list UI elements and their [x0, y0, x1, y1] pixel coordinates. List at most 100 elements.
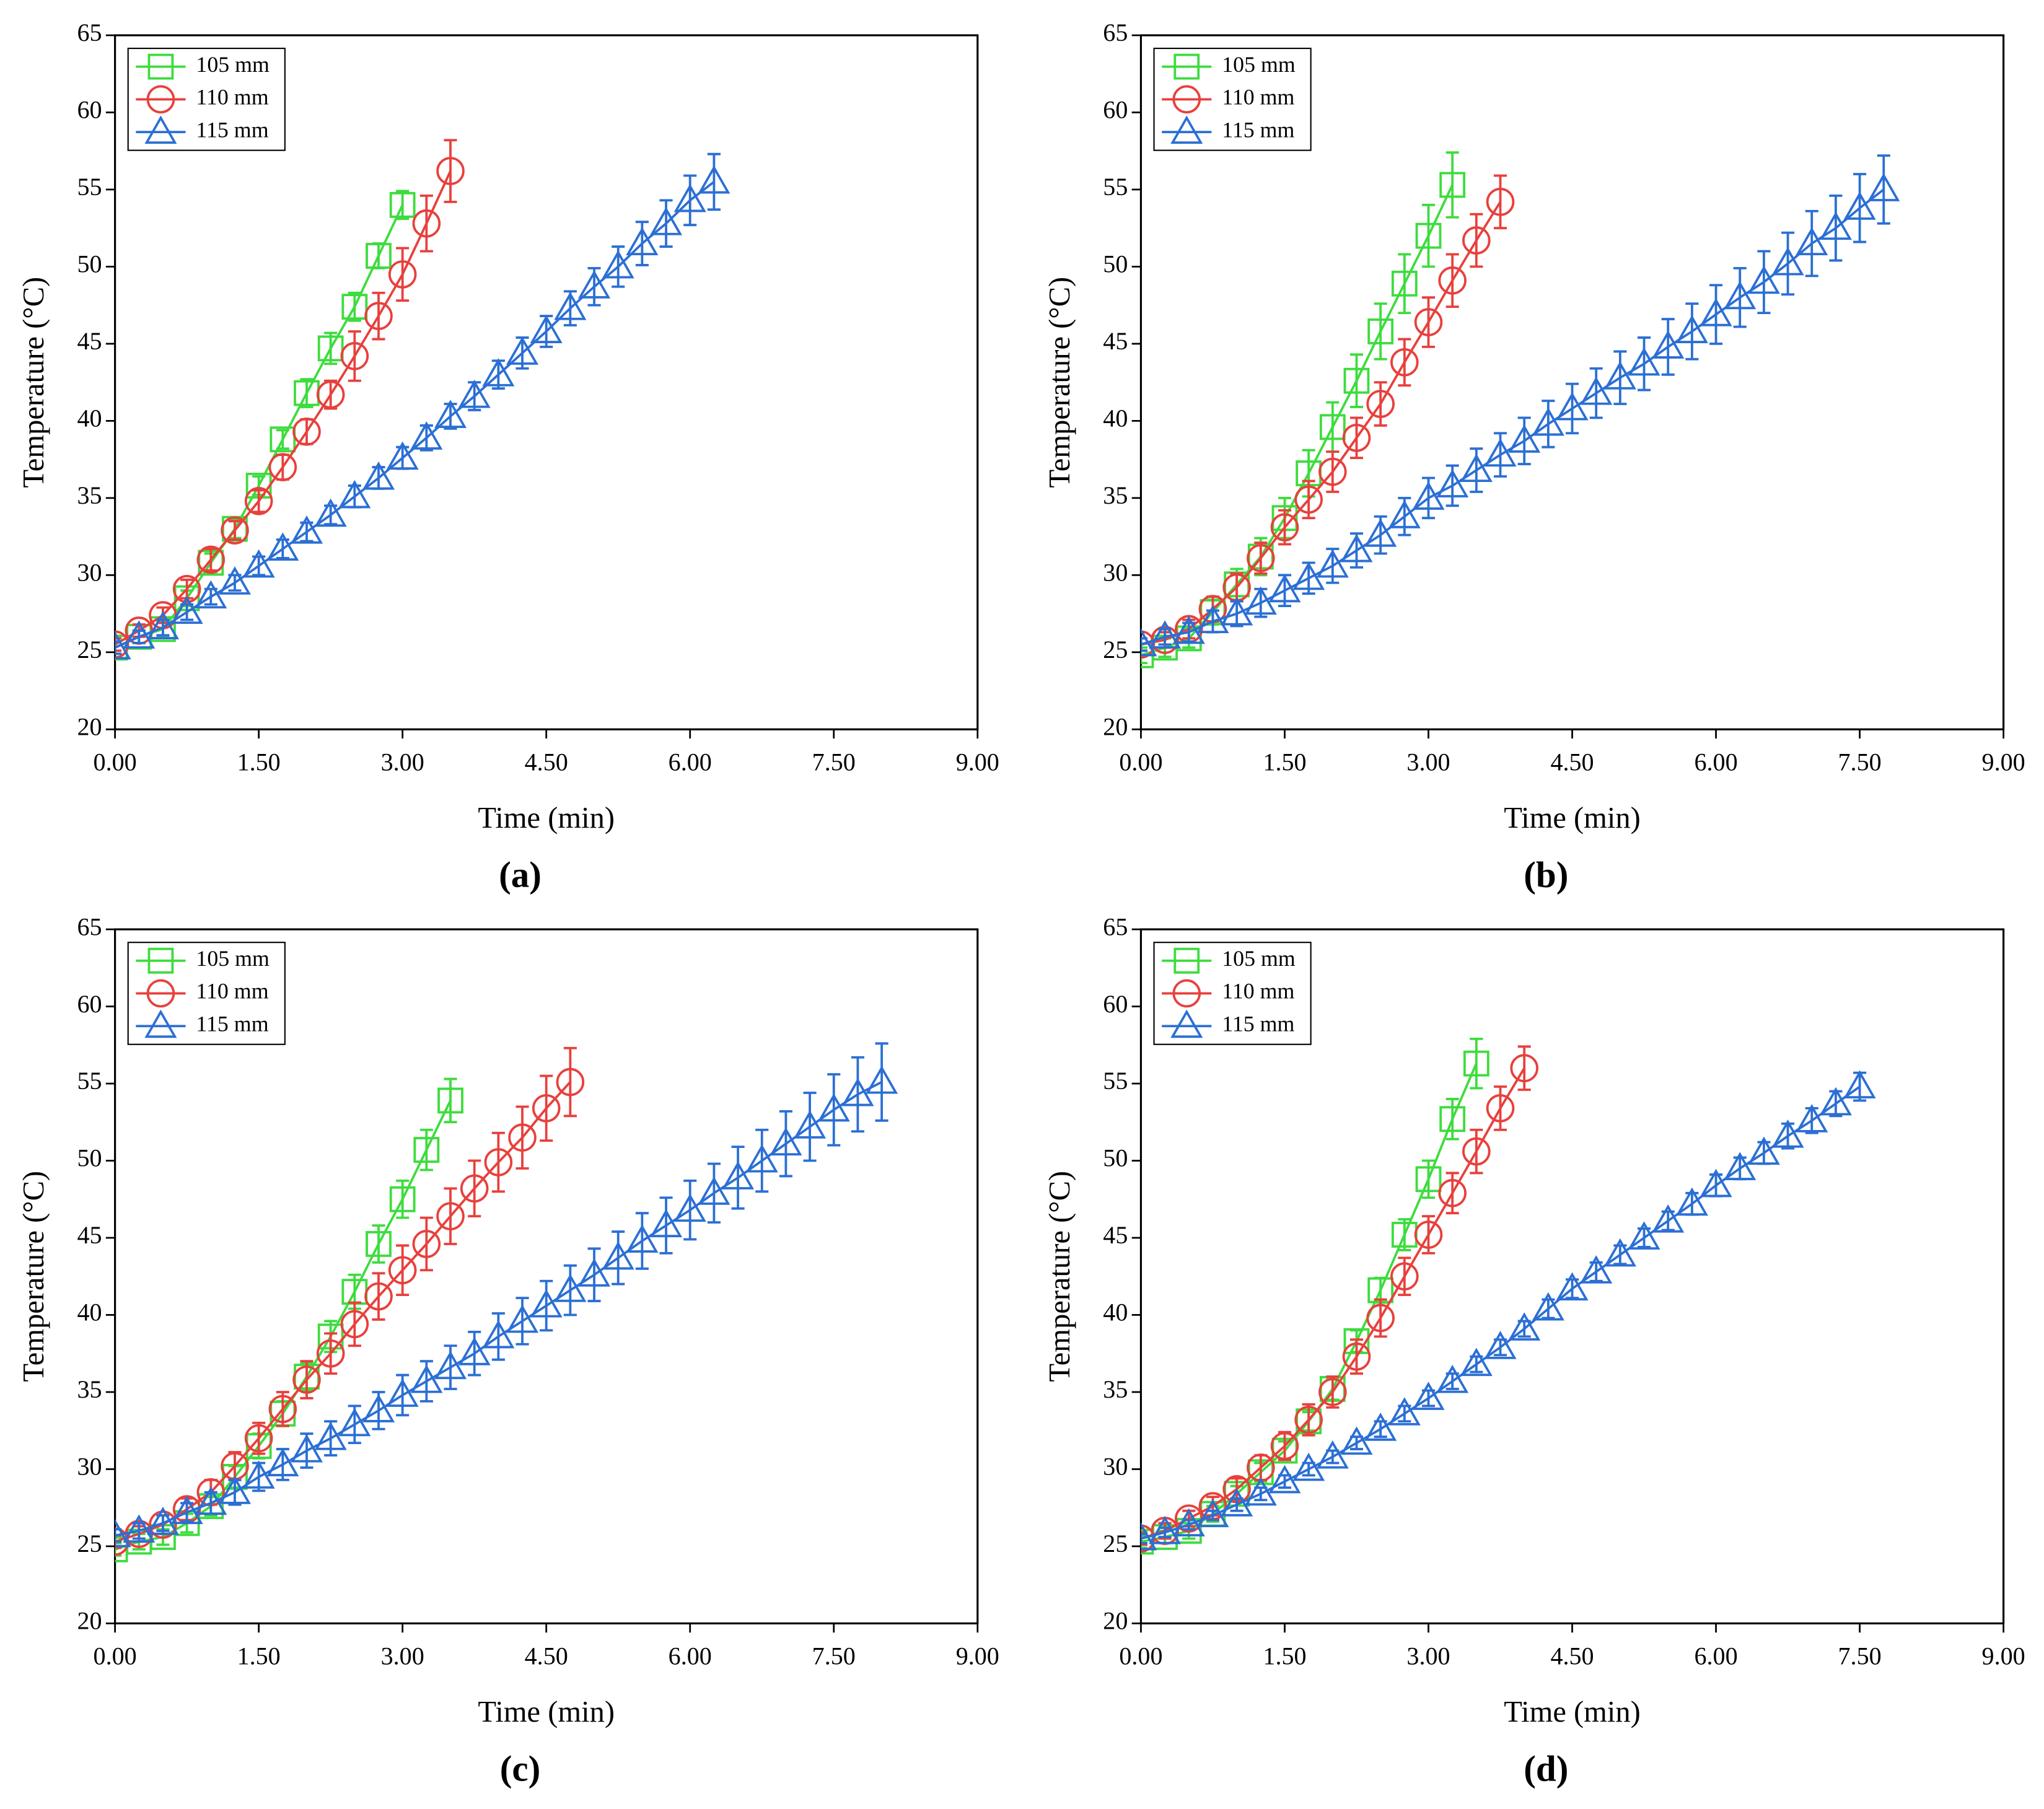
marker [1414, 308, 1443, 336]
marker [290, 1434, 323, 1463]
marker [650, 207, 683, 235]
error-bar [276, 538, 289, 559]
marker [437, 1087, 463, 1114]
marker [434, 1351, 467, 1380]
error-bar [1349, 353, 1364, 408]
error-bar [1445, 1098, 1459, 1141]
marker [1141, 1522, 1157, 1551]
series-line [115, 180, 715, 649]
marker [317, 335, 344, 362]
error-bar [1470, 212, 1483, 268]
error-bar [228, 520, 242, 541]
series-line [1141, 188, 1885, 646]
marker [316, 1339, 345, 1368]
marker [1340, 1426, 1373, 1455]
marker [338, 480, 371, 509]
error-bar [875, 1042, 888, 1122]
marker [1508, 1312, 1541, 1341]
error-bar [372, 291, 385, 341]
error-bar [707, 152, 721, 211]
marker [292, 1365, 321, 1394]
marker [1603, 361, 1636, 390]
error-bar [419, 1128, 433, 1172]
marker [1318, 1378, 1347, 1406]
error-bar [563, 1264, 577, 1316]
error-bar [372, 1224, 385, 1264]
marker [1316, 549, 1349, 578]
error-bar [1637, 336, 1651, 392]
marker [338, 1408, 371, 1437]
error-bar [276, 1391, 289, 1427]
x-tick-label: 0.00 [94, 748, 137, 776]
marker [1415, 222, 1442, 249]
y-axis-label: Temperature (°C) [1043, 277, 1076, 488]
marker [745, 1144, 778, 1173]
error-bar [348, 330, 361, 382]
error-bar [659, 1196, 673, 1255]
x-tick-label: 1.50 [1263, 1642, 1306, 1670]
error-bar [396, 1244, 410, 1297]
error-bar [444, 1077, 457, 1124]
error-bar [276, 429, 289, 450]
marker [1460, 1347, 1493, 1377]
marker [673, 1193, 706, 1222]
error-bar [348, 1301, 361, 1347]
error-bar [683, 1179, 697, 1241]
error-bar [1445, 253, 1459, 309]
marker [1700, 297, 1732, 326]
marker [388, 260, 417, 289]
error-bar [707, 1162, 721, 1224]
marker [484, 1148, 513, 1176]
marker [1463, 1050, 1489, 1077]
x-tick-label: 6.00 [669, 1642, 712, 1670]
marker [389, 1186, 416, 1212]
error-bar [252, 555, 266, 577]
marker [1556, 392, 1589, 421]
y-tick-label: 60 [1103, 96, 1128, 124]
error-bar [540, 1074, 553, 1142]
error-bar [1781, 231, 1795, 296]
legend-label: 115 mm [196, 1011, 268, 1036]
marker [195, 580, 227, 609]
marker [436, 1202, 465, 1230]
marker [1724, 281, 1757, 310]
error-bar [1853, 173, 1867, 243]
x-tick-label: 9.00 [956, 1642, 999, 1670]
marker [1221, 1488, 1253, 1517]
error-bar [1613, 350, 1627, 405]
error-bar [1685, 302, 1699, 361]
plot [115, 139, 730, 661]
panel: 20 25 30 35 40 45 50 55 60 65 0.00 1.50 3.00 4.50 6.00… [17, 913, 999, 1789]
x-tick-label: 1.50 [1263, 748, 1306, 776]
error-bar [1589, 367, 1603, 419]
marker [1796, 1104, 1828, 1132]
marker [1292, 561, 1325, 590]
error-bar [1661, 318, 1675, 376]
marker [244, 487, 273, 515]
error-bar [731, 1145, 745, 1210]
marker [1149, 620, 1182, 649]
error-bar [779, 1110, 792, 1178]
y-tick-label: 35 [77, 1375, 102, 1403]
plot-frame [1139, 34, 2005, 730]
error-bar [1661, 1210, 1675, 1232]
error-bar [372, 1272, 385, 1321]
marker [1771, 1119, 1804, 1148]
marker [1247, 544, 1275, 572]
y-tick-label: 20 [77, 1607, 102, 1635]
marker [172, 574, 201, 603]
y-tick-label: 50 [77, 1144, 102, 1172]
error-bar [1278, 509, 1292, 546]
y-tick-label: 30 [77, 559, 102, 587]
marker [123, 620, 156, 649]
error-bar [348, 291, 361, 322]
error-bar [1805, 209, 1818, 278]
error-bar [1470, 1128, 1483, 1175]
plot [1141, 151, 1900, 668]
legend: 105 mm 110 mm 115 mm [1153, 942, 1312, 1045]
y-tick-label: 40 [1103, 405, 1128, 432]
marker [1414, 1220, 1443, 1249]
marker [366, 1231, 392, 1257]
marker [1270, 1432, 1299, 1460]
y-tick-label: 50 [1103, 250, 1128, 278]
